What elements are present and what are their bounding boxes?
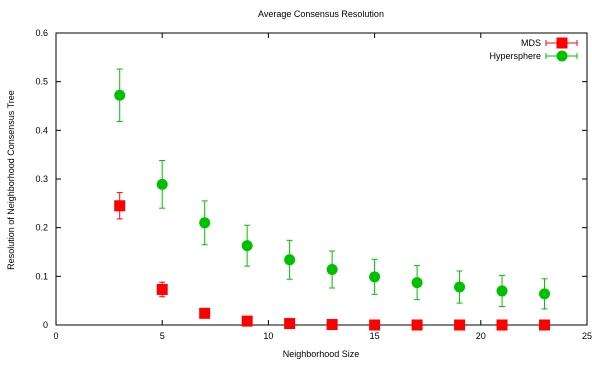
data-point [411,319,423,331]
data-point [156,178,168,190]
y-tick-label: 0.1 [35,271,48,281]
x-tick-label: 10 [263,331,273,341]
x-tick-label: 0 [53,331,58,341]
legend-label: MDS [521,38,541,48]
y-tick-label: 0.5 [35,77,48,87]
x-axis-label: Neighborhood Size [283,349,360,359]
series-mds [114,192,551,331]
data-point [114,89,126,101]
y-tick-label: 0 [43,320,48,330]
data-point [454,281,466,293]
legend-marker [556,50,568,62]
data-point [241,315,253,327]
data-point [454,319,466,331]
y-tick-label: 0.6 [35,28,48,38]
plot-frame [55,32,588,326]
series-hypersphere [114,68,551,310]
data-point [369,271,381,283]
data-point [114,200,126,212]
y-tick-labels: 0 0.1 0.2 0.3 0.4 0.5 0.6 [35,28,48,330]
data-point [369,319,381,331]
data-point [241,240,253,252]
x-tick-label: 15 [370,331,380,341]
data-point [199,307,211,319]
data-point [199,217,211,229]
x-tick-labels: 0 5 10 15 20 25 [53,331,592,341]
data-point [284,318,296,330]
legend-marker [556,37,568,49]
data-point [539,319,551,331]
data-point [326,264,338,276]
x-tick-label: 20 [476,331,486,341]
data-point [284,254,296,266]
x-tick-label: 5 [160,331,165,341]
series-layer [114,68,551,331]
data-point [496,319,508,331]
legend: MDS Hypersphere [489,37,578,62]
data-point [411,277,423,289]
legend-label: Hypersphere [489,51,541,61]
data-point [539,288,551,300]
y-axis-label: Resolution of Neighborhood Consensus Tre… [6,90,16,270]
data-point [156,283,168,295]
data-point [326,319,338,331]
x-tick-label: 25 [582,331,592,341]
data-point [496,285,508,297]
y-tick-label: 0.4 [35,125,48,135]
y-tick-label: 0.3 [35,174,48,184]
y-tick-label: 0.2 [35,223,48,233]
axis-ticks [55,32,588,326]
chart-title: Average Consensus Resolution [258,9,384,19]
